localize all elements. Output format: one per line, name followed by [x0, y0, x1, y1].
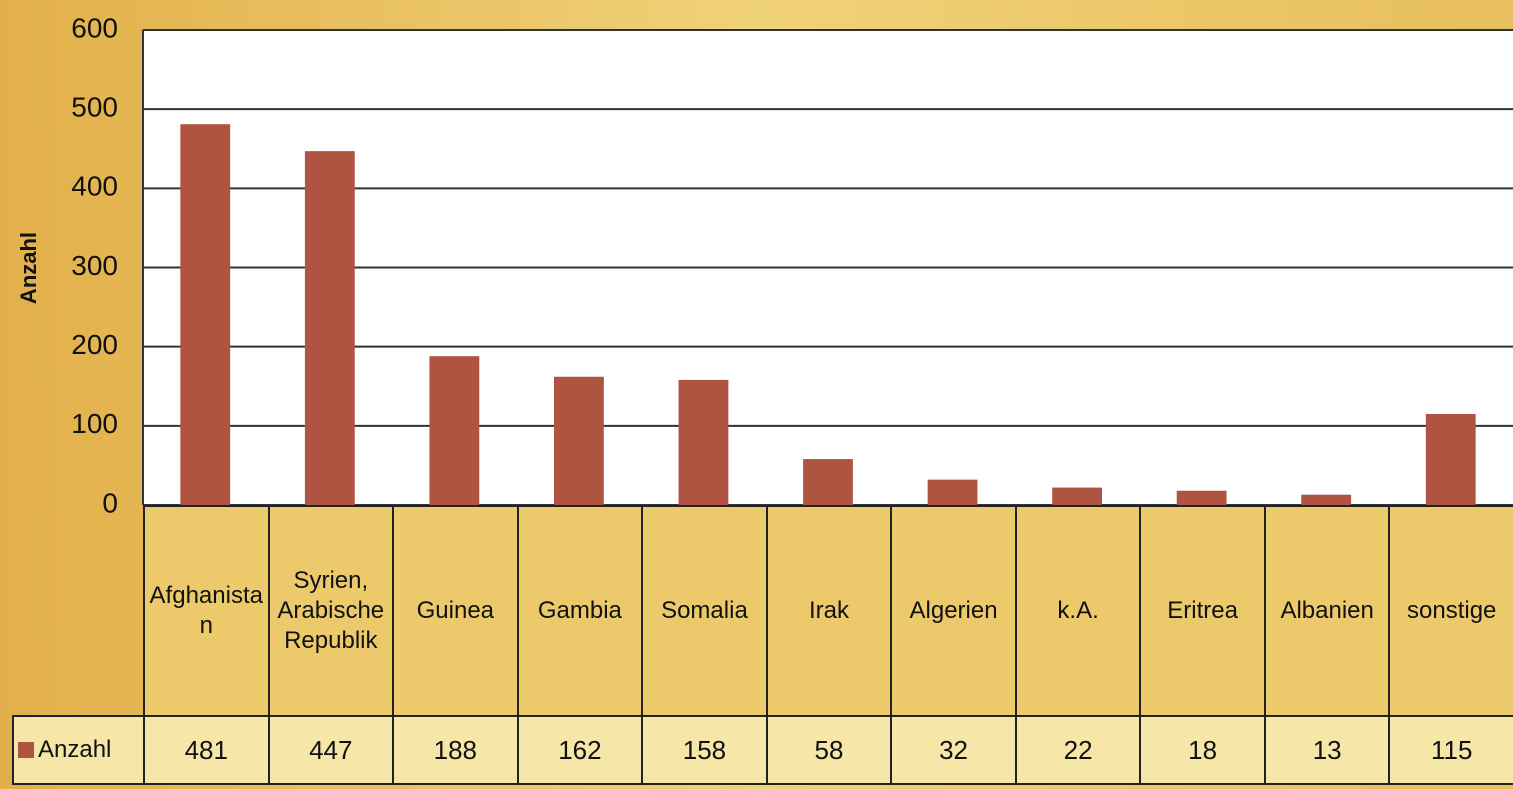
value-cell: 13 — [1263, 715, 1391, 785]
bar — [180, 124, 231, 505]
legend-swatch — [18, 742, 34, 758]
category-cell: k.A. — [1014, 505, 1142, 717]
legend-label: Anzahl — [38, 736, 112, 763]
category-cell: Afghanistan — [143, 505, 270, 717]
y-tick-label: 100 — [71, 408, 118, 439]
value-cell: 115 — [1388, 715, 1513, 785]
category-cell: Algerien — [890, 505, 1017, 717]
y-tick-label: 500 — [71, 92, 118, 123]
bar — [1052, 487, 1102, 505]
category-cell: Eritrea — [1139, 505, 1266, 717]
bar — [678, 379, 729, 505]
category-cell: Gambia — [516, 505, 644, 717]
category-cell: Irak — [765, 505, 893, 717]
value-cell: 22 — [1014, 715, 1142, 785]
bar — [554, 376, 604, 505]
y-tick-label: 200 — [71, 329, 118, 360]
category-cell: sonstige — [1388, 505, 1513, 717]
value-cell: 58 — [765, 715, 893, 785]
y-tick-label: 300 — [71, 250, 118, 281]
value-cell: 447 — [267, 715, 395, 785]
value-cell: 32 — [890, 715, 1017, 785]
y-tick-label: 0 — [102, 487, 118, 518]
category-cell: Guinea — [392, 505, 519, 717]
y-tick-label: 400 — [71, 171, 118, 202]
bar — [803, 459, 853, 505]
bar — [927, 479, 978, 505]
value-cell: 162 — [516, 715, 644, 785]
value-cell: 188 — [392, 715, 519, 785]
category-cell: Albanien — [1263, 505, 1391, 717]
category-cell: Somalia — [641, 505, 768, 717]
bar — [429, 356, 480, 505]
legend-cell: Anzahl — [12, 715, 145, 785]
value-cell: 481 — [143, 715, 270, 785]
bar — [1176, 490, 1227, 505]
value-cell: 18 — [1139, 715, 1266, 785]
value-cell: 158 — [641, 715, 768, 785]
y-axis-label: Anzahl — [16, 232, 41, 304]
bar — [1301, 494, 1352, 505]
bar — [304, 151, 355, 505]
category-cell: Syrien, Arabische Republik — [267, 505, 395, 717]
y-tick-label: 600 — [71, 12, 118, 43]
bar — [1425, 413, 1476, 505]
